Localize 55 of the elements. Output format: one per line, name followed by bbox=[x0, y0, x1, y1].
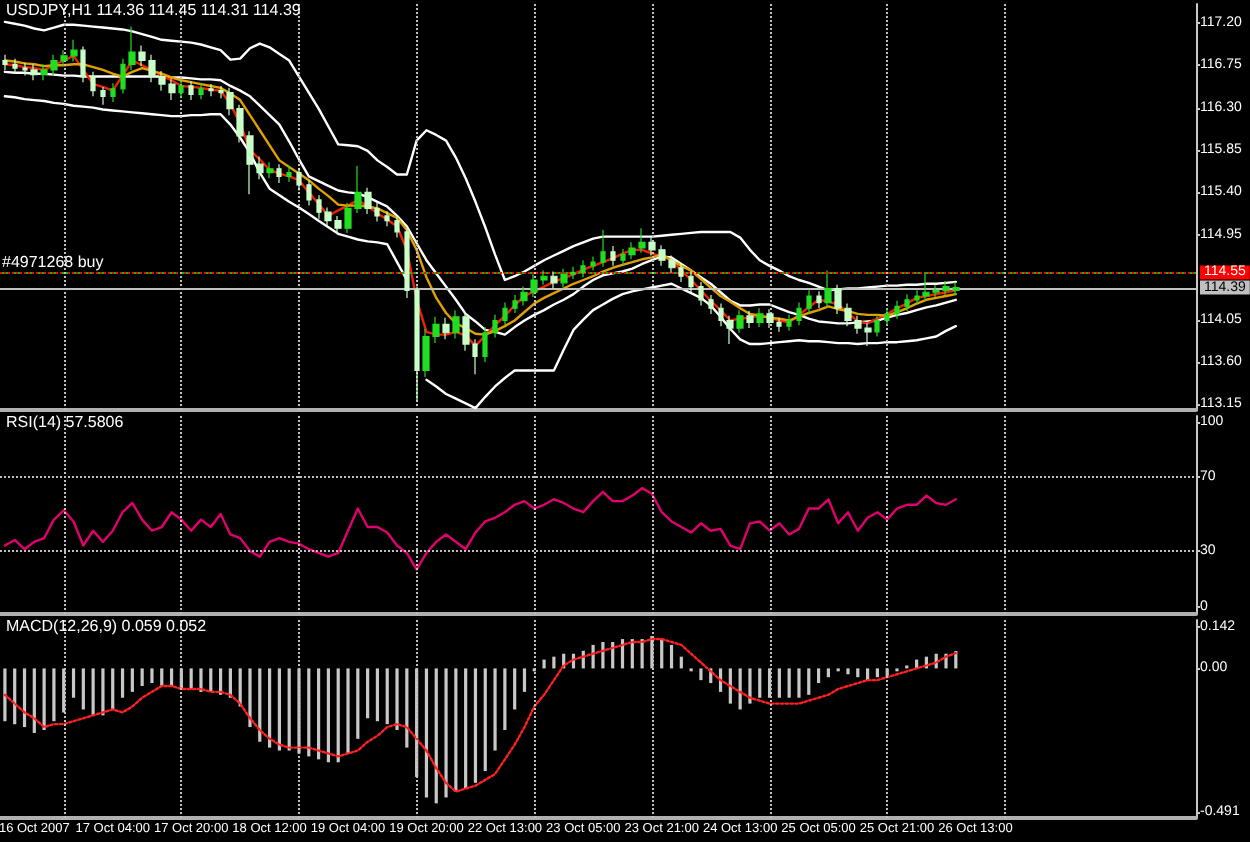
candlestick bbox=[796, 302, 802, 326]
candlestick bbox=[364, 187, 372, 215]
candlestick bbox=[80, 45, 86, 83]
candlestick bbox=[824, 269, 832, 308]
candlestick bbox=[756, 307, 764, 328]
candlestick bbox=[178, 79, 184, 99]
chart-title: MACD(12,26,9) 0.059 0.052 bbox=[6, 617, 208, 635]
candlestick bbox=[296, 167, 302, 192]
candlestick bbox=[786, 314, 792, 332]
candlestick bbox=[110, 82, 116, 103]
candlestick bbox=[208, 83, 214, 97]
line-series bbox=[3, 20, 958, 292]
candlestick bbox=[874, 314, 880, 338]
candlestick bbox=[894, 300, 900, 320]
candlestick bbox=[560, 268, 568, 289]
candlestick bbox=[550, 270, 558, 290]
candlestick bbox=[100, 86, 106, 106]
candlestick bbox=[600, 229, 606, 268]
chart-title: USDJPY,H1 114.36 114.45 114.31 114.39 bbox=[6, 1, 302, 19]
candlestick bbox=[698, 281, 704, 307]
candlestick bbox=[482, 326, 488, 363]
candlestick bbox=[904, 293, 910, 312]
candlestick bbox=[816, 290, 822, 309]
candlestick bbox=[394, 215, 400, 239]
candlestick bbox=[766, 308, 774, 329]
candlestick bbox=[442, 317, 450, 340]
candlestick bbox=[384, 210, 390, 227]
candlestick bbox=[806, 289, 812, 314]
candlestick bbox=[452, 309, 460, 340]
candlestick bbox=[746, 310, 754, 329]
candlestick bbox=[198, 82, 204, 100]
candlestick bbox=[286, 165, 292, 183]
candlestick bbox=[266, 161, 274, 179]
candlestick bbox=[502, 302, 508, 326]
line-series bbox=[3, 486, 958, 571]
candlestick bbox=[492, 314, 498, 339]
chart-title: RSI(14) 57.5806 bbox=[6, 413, 125, 431]
candlestick bbox=[590, 255, 596, 272]
candlestick bbox=[580, 259, 586, 278]
candlestick bbox=[30, 63, 38, 81]
candlestick bbox=[90, 71, 96, 97]
candlestick bbox=[306, 179, 312, 207]
candlestick bbox=[708, 294, 714, 315]
ref-line-label: #4971268 buy bbox=[2, 253, 104, 272]
candlestick bbox=[610, 245, 616, 267]
candlestick bbox=[414, 286, 420, 402]
candlestick bbox=[276, 163, 282, 184]
candlestick bbox=[2, 54, 8, 71]
candlestick bbox=[736, 309, 744, 334]
candlestick bbox=[884, 307, 890, 326]
candlestick bbox=[688, 270, 694, 293]
candlestick bbox=[12, 58, 18, 75]
candlestick bbox=[188, 80, 194, 101]
candlestick bbox=[404, 227, 410, 299]
line-series bbox=[3, 637, 958, 793]
